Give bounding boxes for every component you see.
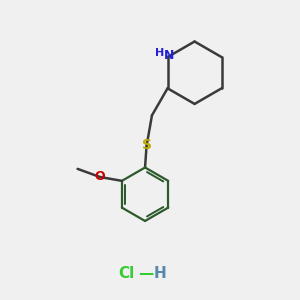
- Text: N: N: [164, 49, 174, 62]
- Text: H: H: [154, 266, 167, 281]
- Text: H: H: [154, 48, 164, 58]
- Text: S: S: [142, 138, 152, 152]
- Text: O: O: [94, 169, 105, 183]
- Text: —: —: [138, 266, 153, 281]
- Text: Cl: Cl: [118, 266, 134, 281]
